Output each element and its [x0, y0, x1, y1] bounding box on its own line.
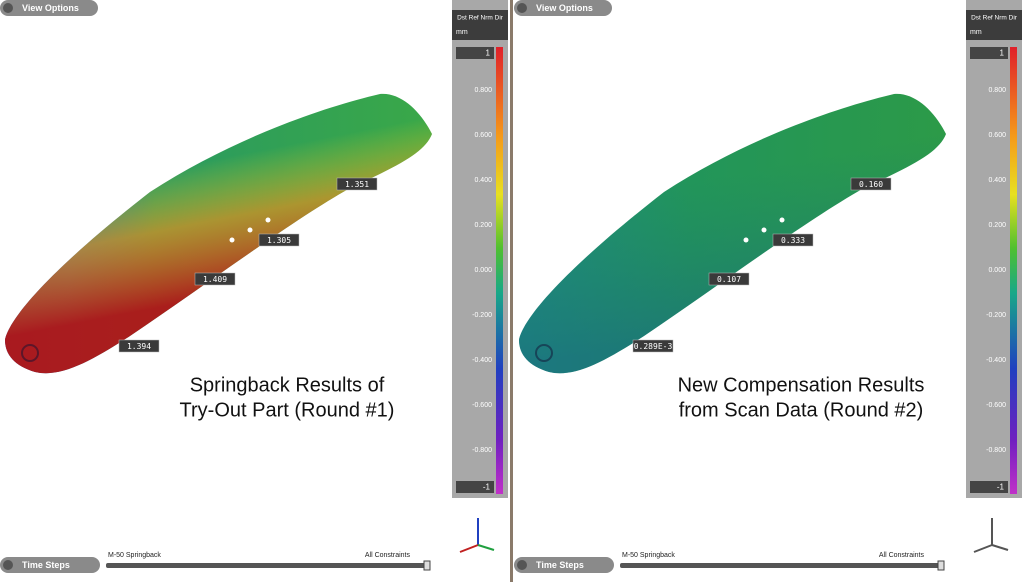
legend-tick: 0.400: [474, 177, 492, 184]
callout-box: [632, 339, 674, 353]
divider: [510, 0, 513, 582]
hole: [229, 237, 235, 243]
axis-y: [991, 544, 1009, 551]
callout-value: 0.333: [781, 236, 805, 245]
callout-box: [772, 233, 814, 247]
callout-box: [708, 272, 750, 286]
legend-tick: -0.200: [986, 312, 1006, 319]
legend-unit: mm: [456, 29, 468, 36]
max-box: [456, 47, 494, 59]
end-hole: [21, 344, 39, 362]
step-name: M-50 Springback: [622, 552, 675, 559]
callout-box: [194, 272, 236, 286]
axis-y: [477, 544, 495, 551]
legend-tick: -0.800: [472, 447, 492, 454]
timeline-thumb[interactable]: [937, 560, 945, 571]
max-box: [970, 47, 1008, 59]
timeline-slider[interactable]: [620, 563, 942, 568]
callout-box: [118, 339, 160, 353]
legend-tick: 0.400: [988, 177, 1006, 184]
constraints-label[interactable]: All Constraints: [365, 552, 411, 559]
legend-tick: -0.400: [986, 357, 1006, 364]
legend-tick: -0.400: [472, 357, 492, 364]
legend-header-bg: [452, 10, 508, 40]
legend-tick: -0.800: [986, 447, 1006, 454]
color-bar: [496, 47, 503, 494]
legend-tick: 0.200: [474, 222, 492, 229]
hole: [265, 217, 271, 223]
legend-header: Dst Ref Nrm Dir: [457, 15, 504, 22]
callout-value: 0.107: [717, 275, 741, 284]
callout-box: [336, 177, 378, 191]
legend-tick: -0.600: [472, 402, 492, 409]
timeline-thumb[interactable]: [423, 560, 431, 571]
legend-tick: -0.200: [472, 312, 492, 319]
callout-value: 1.394: [127, 342, 151, 351]
callout-value: 0.160: [859, 180, 883, 189]
view-options-label: View Options: [22, 3, 79, 13]
axis-x: [459, 544, 479, 553]
callout-box: [850, 177, 892, 191]
legend-tick: 0.800: [988, 87, 1006, 94]
legend-tick: 0.200: [988, 222, 1006, 229]
legend-tick: -0.600: [986, 402, 1006, 409]
min-box: [456, 481, 494, 493]
constraints-label[interactable]: All Constraints: [879, 552, 925, 559]
legend-tick: 0.600: [988, 132, 1006, 139]
time-steps-label: Time Steps: [22, 560, 70, 570]
eye-icon: [517, 3, 527, 13]
min-box: [970, 481, 1008, 493]
time-steps-button[interactable]: [514, 557, 614, 573]
hole: [761, 227, 767, 233]
legend-tick: 0.000: [474, 267, 492, 274]
callout-value: 1.351: [345, 180, 369, 189]
part-shading: [519, 93, 946, 374]
time-steps-button[interactable]: [0, 557, 100, 573]
callout-value: 0.289E-3: [634, 342, 673, 351]
callout-value: 1.409: [203, 275, 227, 284]
legend-min: -1: [997, 483, 1005, 492]
time-icon: [517, 560, 527, 570]
legend-header-bg: [966, 10, 1022, 40]
caption-line: New Compensation Results: [678, 374, 925, 396]
legend-unit: mm: [970, 29, 982, 36]
caption-line: Springback Results of: [190, 374, 385, 396]
eye-icon: [3, 3, 13, 13]
end-hole: [535, 344, 553, 362]
legend-max: 1: [486, 49, 491, 58]
view-options-label: View Options: [536, 3, 593, 13]
time-steps-label: Time Steps: [536, 560, 584, 570]
callout-value: 1.305: [267, 236, 291, 245]
step-name: M-50 Springback: [108, 552, 161, 559]
legend-tick: 0.600: [474, 132, 492, 139]
view-options-button[interactable]: [514, 0, 612, 16]
legend-tick: 0.000: [988, 267, 1006, 274]
legend-tick: 0.800: [474, 87, 492, 94]
caption-line: Try-Out Part (Round #1): [180, 399, 395, 421]
axis-x: [973, 544, 993, 553]
hole: [779, 217, 785, 223]
legend-min: -1: [483, 483, 491, 492]
color-bar: [1010, 47, 1017, 494]
legend-header: Dst Ref Nrm Dir: [971, 15, 1018, 22]
caption-line: from Scan Data (Round #2): [679, 399, 924, 421]
view-options-button[interactable]: [0, 0, 98, 16]
timeline-slider[interactable]: [106, 563, 428, 568]
part-shading: [5, 93, 432, 374]
callout-box: [258, 233, 300, 247]
hole: [743, 237, 749, 243]
hole: [247, 227, 253, 233]
legend-max: 1: [1000, 49, 1005, 58]
time-icon: [3, 560, 13, 570]
